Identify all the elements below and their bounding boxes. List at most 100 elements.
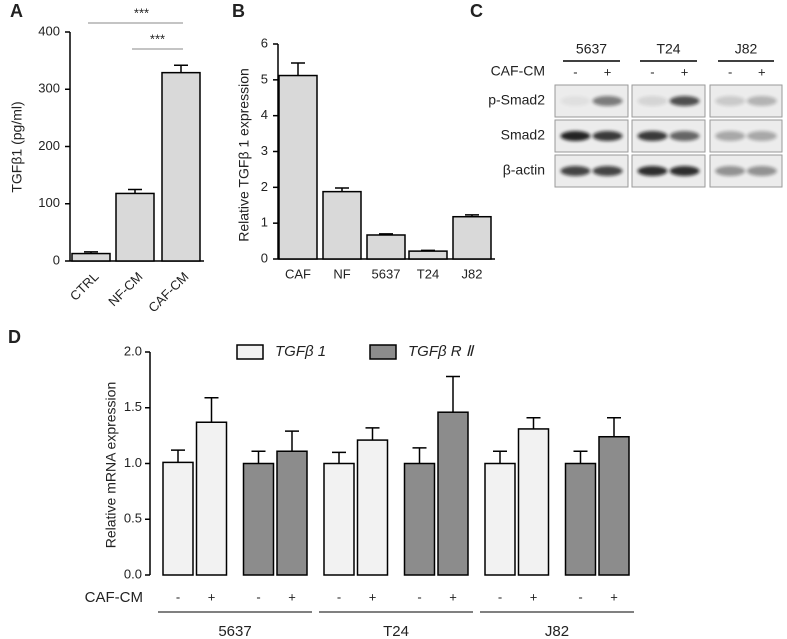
legend-label: TGFβ 1 bbox=[275, 343, 326, 360]
row-label: β-actin bbox=[503, 162, 545, 178]
bar bbox=[408, 250, 448, 260]
error-bar bbox=[204, 396, 219, 423]
group-label: J82 bbox=[545, 623, 569, 639]
bar bbox=[195, 421, 228, 576]
x-tick-label: - bbox=[417, 589, 421, 604]
x-tick-label: CAF-CM bbox=[145, 269, 191, 315]
bar bbox=[452, 215, 492, 260]
bar bbox=[517, 428, 550, 576]
bar bbox=[366, 234, 406, 260]
x-tick-label: + bbox=[530, 589, 538, 604]
legend-label: TGFβ R Ⅱ bbox=[408, 343, 475, 360]
panel-label: B bbox=[232, 1, 245, 21]
error-bar bbox=[251, 450, 266, 464]
error-bar bbox=[526, 417, 541, 429]
bar bbox=[484, 462, 516, 576]
lane-label: - bbox=[650, 64, 654, 79]
lane-label: - bbox=[573, 64, 577, 79]
blot-band bbox=[669, 166, 700, 176]
error-bar bbox=[573, 450, 588, 464]
x-tick-label: - bbox=[498, 589, 502, 604]
lane-label: + bbox=[758, 64, 766, 79]
error-bar bbox=[421, 249, 435, 252]
y-tick-label: 100 bbox=[38, 195, 60, 210]
y-axis-label: Relative TGFβ 1 expression bbox=[236, 68, 252, 242]
y-tick-label: 2 bbox=[261, 179, 268, 194]
error-bar bbox=[84, 251, 98, 254]
error-bar bbox=[174, 64, 188, 73]
row-label: Smad2 bbox=[501, 127, 546, 143]
x-tick-label: - bbox=[337, 589, 341, 604]
blot-band bbox=[637, 166, 668, 176]
bar bbox=[276, 450, 308, 576]
error-bar bbox=[285, 430, 299, 452]
bar bbox=[437, 411, 469, 576]
bar bbox=[356, 439, 389, 576]
y-axis-label: Relative mRNA expression bbox=[103, 382, 119, 549]
y-tick-label: 2.0 bbox=[124, 343, 142, 358]
blot-band bbox=[746, 131, 777, 141]
blot-band bbox=[746, 166, 777, 176]
blot-band bbox=[592, 96, 623, 106]
x-tick-label: + bbox=[610, 589, 618, 604]
error-bar bbox=[465, 214, 479, 217]
x-tick-label: T24 bbox=[417, 266, 439, 281]
error-bar bbox=[365, 427, 380, 441]
legend-swatch bbox=[369, 344, 397, 360]
x-tick-label: NF bbox=[333, 266, 350, 281]
blot-band bbox=[560, 131, 591, 141]
error-bar bbox=[335, 187, 349, 192]
x-tick-label: + bbox=[449, 589, 457, 604]
x-tick-label: - bbox=[578, 589, 582, 604]
legend-swatch bbox=[236, 344, 264, 360]
bar bbox=[278, 74, 318, 260]
blot-band bbox=[637, 96, 668, 106]
y-tick-label: 200 bbox=[38, 138, 60, 153]
blot-band bbox=[746, 96, 777, 106]
row-label: p-Smad2 bbox=[488, 92, 545, 108]
y-tick-label: 300 bbox=[38, 81, 60, 96]
y-tick-label: 6 bbox=[261, 35, 268, 50]
y-tick-label: 1.5 bbox=[124, 399, 142, 414]
cell-line-label: 5637 bbox=[576, 41, 607, 57]
blot-band bbox=[637, 131, 668, 141]
y-tick-label: 4 bbox=[261, 107, 268, 122]
bar bbox=[403, 462, 436, 576]
panel-label: A bbox=[10, 1, 23, 21]
x-tick-label: - bbox=[176, 589, 180, 604]
bar bbox=[323, 462, 355, 576]
blot-band bbox=[715, 166, 746, 176]
bar bbox=[162, 461, 194, 576]
blot-band bbox=[669, 131, 700, 141]
bar bbox=[161, 71, 201, 262]
error-bar bbox=[446, 375, 460, 413]
y-tick-label: 3 bbox=[261, 143, 268, 158]
error-bar bbox=[171, 449, 185, 463]
y-tick-label: 400 bbox=[38, 23, 60, 38]
treatment-label: CAF-CM bbox=[491, 63, 545, 79]
blot-band bbox=[560, 166, 591, 176]
bar bbox=[564, 462, 597, 576]
error-bar bbox=[607, 417, 621, 437]
error-bar bbox=[128, 188, 142, 194]
x-tick-label: + bbox=[208, 589, 216, 604]
panel-label: D bbox=[8, 327, 21, 347]
bar bbox=[598, 435, 630, 576]
x-tick-label: - bbox=[256, 589, 260, 604]
blot-band bbox=[560, 96, 591, 106]
lane-label: - bbox=[728, 64, 732, 79]
error-bar bbox=[291, 62, 305, 76]
error-bar bbox=[332, 451, 346, 464]
x-tick-label: + bbox=[369, 589, 377, 604]
blot-band bbox=[715, 131, 746, 141]
group-label: 5637 bbox=[218, 623, 251, 639]
bar bbox=[71, 252, 111, 262]
x-tick-label: J82 bbox=[462, 266, 483, 281]
panel-label: C bbox=[470, 1, 483, 21]
x-tick-label: + bbox=[288, 589, 296, 604]
y-tick-label: 5 bbox=[261, 71, 268, 86]
blot-band bbox=[592, 131, 623, 141]
x-tick-label: CAF bbox=[285, 266, 311, 281]
x-tick-label: 5637 bbox=[372, 266, 401, 281]
